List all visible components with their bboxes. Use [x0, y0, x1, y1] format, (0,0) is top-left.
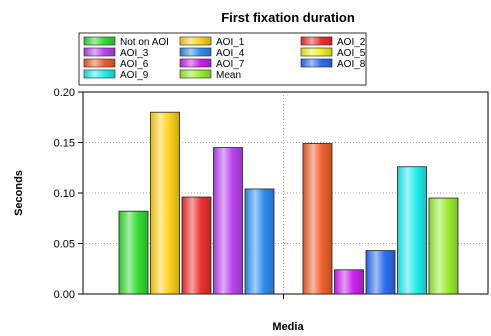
bar-not-on-aoi: [118, 210, 149, 295]
legend-swatch: [83, 58, 116, 68]
plot-area: 0.00 0.05 0.10 0.15 0.20: [54, 87, 489, 301]
y-tick-label: 0.00: [54, 289, 75, 301]
legend-swatch: [300, 47, 333, 57]
bars: [118, 111, 459, 295]
bar-aoi-7: [334, 269, 364, 295]
x-axis-label: Media: [272, 321, 304, 333]
bar-mean: [428, 197, 459, 295]
y-tick-label: 0.15: [54, 138, 75, 150]
legend-entry: AOI_2: [337, 37, 366, 48]
legend-entry: AOI_6: [120, 59, 149, 70]
y-tick-label: 0.10: [54, 188, 75, 200]
legend-entry: AOI_7: [216, 59, 245, 70]
legend-swatch: [83, 69, 116, 79]
bar-aoi-6: [302, 143, 333, 295]
y-axis-ticks: 0.00 0.05 0.10 0.15 0.20: [54, 87, 83, 301]
bar-aoi-1: [150, 111, 180, 295]
legend-entry: AOI_9: [120, 70, 149, 81]
legend-swatch: [179, 36, 212, 46]
bar-aoi-3: [213, 147, 243, 295]
legend-swatch: [300, 36, 333, 46]
legend-entry: AOI_1: [216, 37, 245, 48]
legend-swatch: [179, 47, 212, 57]
gridlines: [83, 92, 488, 299]
legend-swatch: [83, 36, 116, 46]
legend-swatch: [83, 47, 116, 57]
y-axis-label: Seconds: [13, 170, 25, 216]
chart-title: First fixation duration: [221, 10, 355, 25]
legend-swatch: [179, 58, 212, 68]
bar-aoi-4: [244, 188, 275, 295]
legend-entry: AOI_5: [337, 48, 366, 59]
legend: Not on AOI AOI_1 AOI_2 AOI_3 AOI_4 AOI_5 AOI_6…: [78, 32, 367, 86]
legend-swatch: [300, 58, 333, 68]
legend-entry: AOI_8: [337, 59, 366, 70]
legend-entry: Not on AOI: [120, 37, 169, 48]
bar-aoi-2: [181, 196, 212, 295]
y-tick-label: 0.05: [54, 239, 75, 251]
legend-entry: AOI_3: [120, 48, 149, 59]
bar-aoi-9: [397, 166, 427, 295]
legend-entry: AOI_4: [216, 48, 245, 59]
legend-swatch: [179, 69, 212, 79]
bar-aoi-8: [365, 250, 396, 295]
legend-entry: Mean: [216, 70, 241, 81]
y-tick-label: 0.20: [54, 87, 75, 99]
